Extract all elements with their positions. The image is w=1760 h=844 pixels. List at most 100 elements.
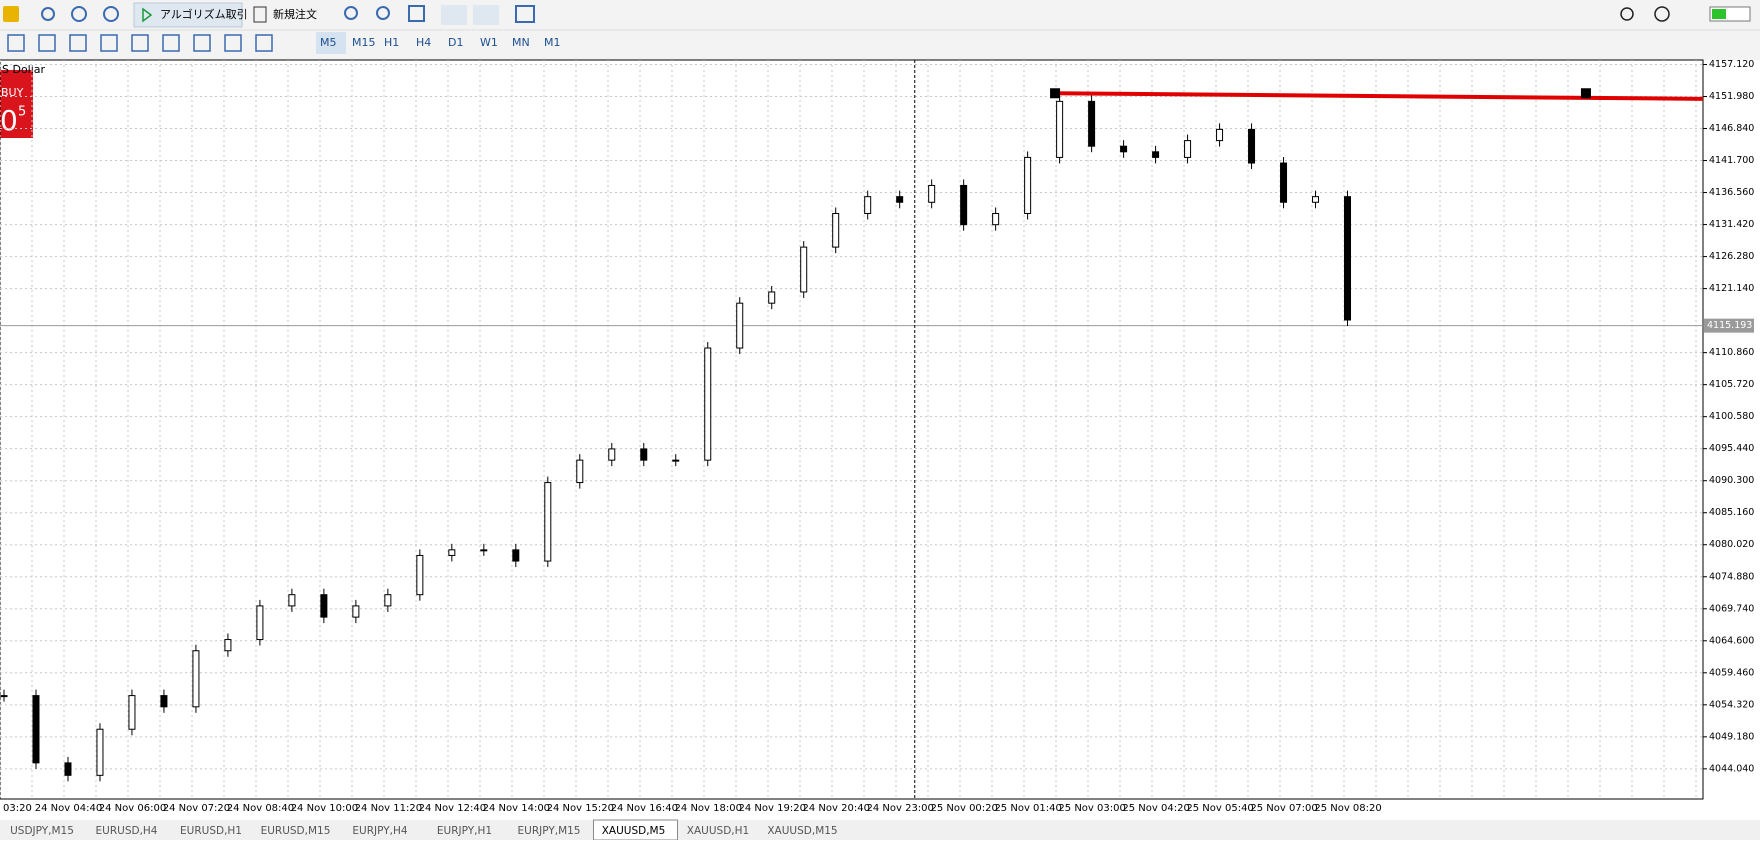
screenshot-icon[interactable] [515, 5, 535, 23]
price-label: 4069.740 [1709, 603, 1754, 614]
time-label: 24 Nov 12:40 [419, 803, 486, 814]
plot-border [0, 59, 1704, 800]
candle [416, 554, 424, 596]
price-label: 4090.300 [1709, 475, 1754, 486]
tab[interactable]: EURUSD,M15 [261, 825, 331, 837]
account-icon[interactable] [1654, 6, 1670, 22]
drawing-tool[interactable] [224, 34, 242, 52]
tab[interactable]: EURUSD,H1 [180, 825, 242, 837]
vps-icon[interactable] [103, 6, 119, 22]
candle [1152, 151, 1160, 158]
candle [640, 448, 648, 461]
candle [1088, 100, 1096, 147]
candle [1056, 100, 1064, 158]
drawing-tool[interactable] [69, 34, 87, 52]
price-label: 4151.980 [1709, 91, 1754, 102]
search-icon[interactable] [1620, 7, 1634, 21]
time-label: 24 Nov 18:00 [675, 803, 742, 814]
tab-bar [0, 820, 1760, 840]
price-label: 4141.700 [1709, 155, 1754, 166]
drawing-tool[interactable] [7, 34, 25, 52]
trend-anchor[interactable] [1580, 88, 1591, 99]
price-label: 4095.440 [1709, 443, 1754, 454]
scroll-icon[interactable] [441, 5, 467, 25]
candle [800, 246, 808, 293]
candle [960, 184, 968, 226]
price-label: 4049.180 [1709, 731, 1754, 742]
tab[interactable]: EURJPY,H4 [352, 825, 407, 837]
candle [32, 695, 40, 764]
timeframe[interactable]: M5 [320, 36, 337, 49]
time-label: 24 Nov 19:20 [739, 803, 806, 814]
zoom-out[interactable] [376, 6, 390, 20]
time-label: 03:20 [3, 803, 32, 814]
candle [1024, 156, 1032, 214]
timeframe[interactable]: H1 [384, 36, 399, 49]
time-label: 24 Nov 15:20 [547, 803, 614, 814]
tab[interactable]: USDJPY,M15 [10, 825, 74, 837]
candle [288, 594, 296, 607]
candle [352, 605, 360, 618]
candle [672, 459, 680, 462]
tab[interactable]: XAUUSD,M5 [602, 825, 666, 837]
price-label: 4074.880 [1709, 571, 1754, 582]
tile-icon[interactable] [408, 5, 425, 22]
shift-icon[interactable] [473, 5, 499, 25]
candle [928, 184, 936, 203]
drawing-tool[interactable] [255, 34, 273, 52]
candle [1248, 128, 1256, 164]
price-label: 4059.460 [1709, 667, 1754, 678]
symbol-name: S Dollar [2, 63, 46, 76]
time-label: 24 Nov 10:00 [291, 803, 358, 814]
drawing-tool[interactable] [193, 34, 211, 52]
timeframe[interactable]: M15 [352, 36, 376, 49]
new-order-label[interactable]: 新規注文 [273, 7, 317, 21]
price-label: 4110.860 [1709, 347, 1754, 358]
candle [1312, 196, 1320, 203]
drawing-tool[interactable] [100, 34, 118, 52]
timeframe[interactable]: MN [512, 36, 530, 49]
price-label: 4126.280 [1709, 251, 1754, 262]
candle [512, 549, 520, 562]
time-label: 24 Nov 11:20 [355, 803, 422, 814]
drawing-tool[interactable] [131, 34, 149, 52]
signal-icon[interactable] [41, 7, 55, 21]
order-icon[interactable] [253, 6, 267, 23]
buy-panel[interactable] [0, 70, 33, 138]
candle [256, 605, 264, 641]
candle [1344, 196, 1352, 321]
timeframe[interactable]: D1 [448, 36, 463, 49]
candle [768, 291, 776, 304]
time-label: 25 Nov 04:20 [1122, 803, 1189, 814]
candle [1280, 162, 1288, 203]
tab[interactable]: EURUSD,H4 [96, 825, 158, 837]
time-label: 25 Nov 03:00 [1058, 803, 1125, 814]
buy-price: 0 [0, 104, 18, 137]
lock-icon[interactable] [3, 6, 19, 22]
tab[interactable]: XAUUSD,H1 [687, 825, 749, 837]
trend-line [1055, 91, 1704, 101]
candle [704, 347, 712, 461]
price-label: 4100.580 [1709, 411, 1754, 422]
price-label: 4146.840 [1709, 123, 1754, 134]
timeframe[interactable]: M1 [544, 36, 561, 49]
trend-anchor[interactable] [1050, 88, 1061, 99]
timeframe[interactable]: W1 [480, 36, 498, 49]
candle [896, 196, 904, 203]
drawing-tool[interactable] [38, 34, 56, 52]
price-label: 4157.120 [1709, 59, 1754, 70]
battery-fill [1712, 9, 1726, 19]
price-label: 4131.420 [1709, 219, 1754, 230]
cloud-icon[interactable] [71, 6, 87, 22]
time-label: 24 Nov 07:20 [163, 803, 230, 814]
zoom-in[interactable] [344, 6, 358, 20]
candle [192, 650, 200, 708]
candle [1216, 128, 1224, 142]
tab[interactable]: XAUUSD,M15 [767, 825, 837, 837]
tab[interactable]: EURJPY,M15 [518, 825, 581, 837]
timeframe[interactable]: H4 [416, 36, 431, 49]
tab[interactable]: EURJPY,H1 [437, 825, 492, 837]
buy-price-small: 5 [18, 105, 26, 120]
drawing-tool[interactable] [162, 34, 180, 52]
